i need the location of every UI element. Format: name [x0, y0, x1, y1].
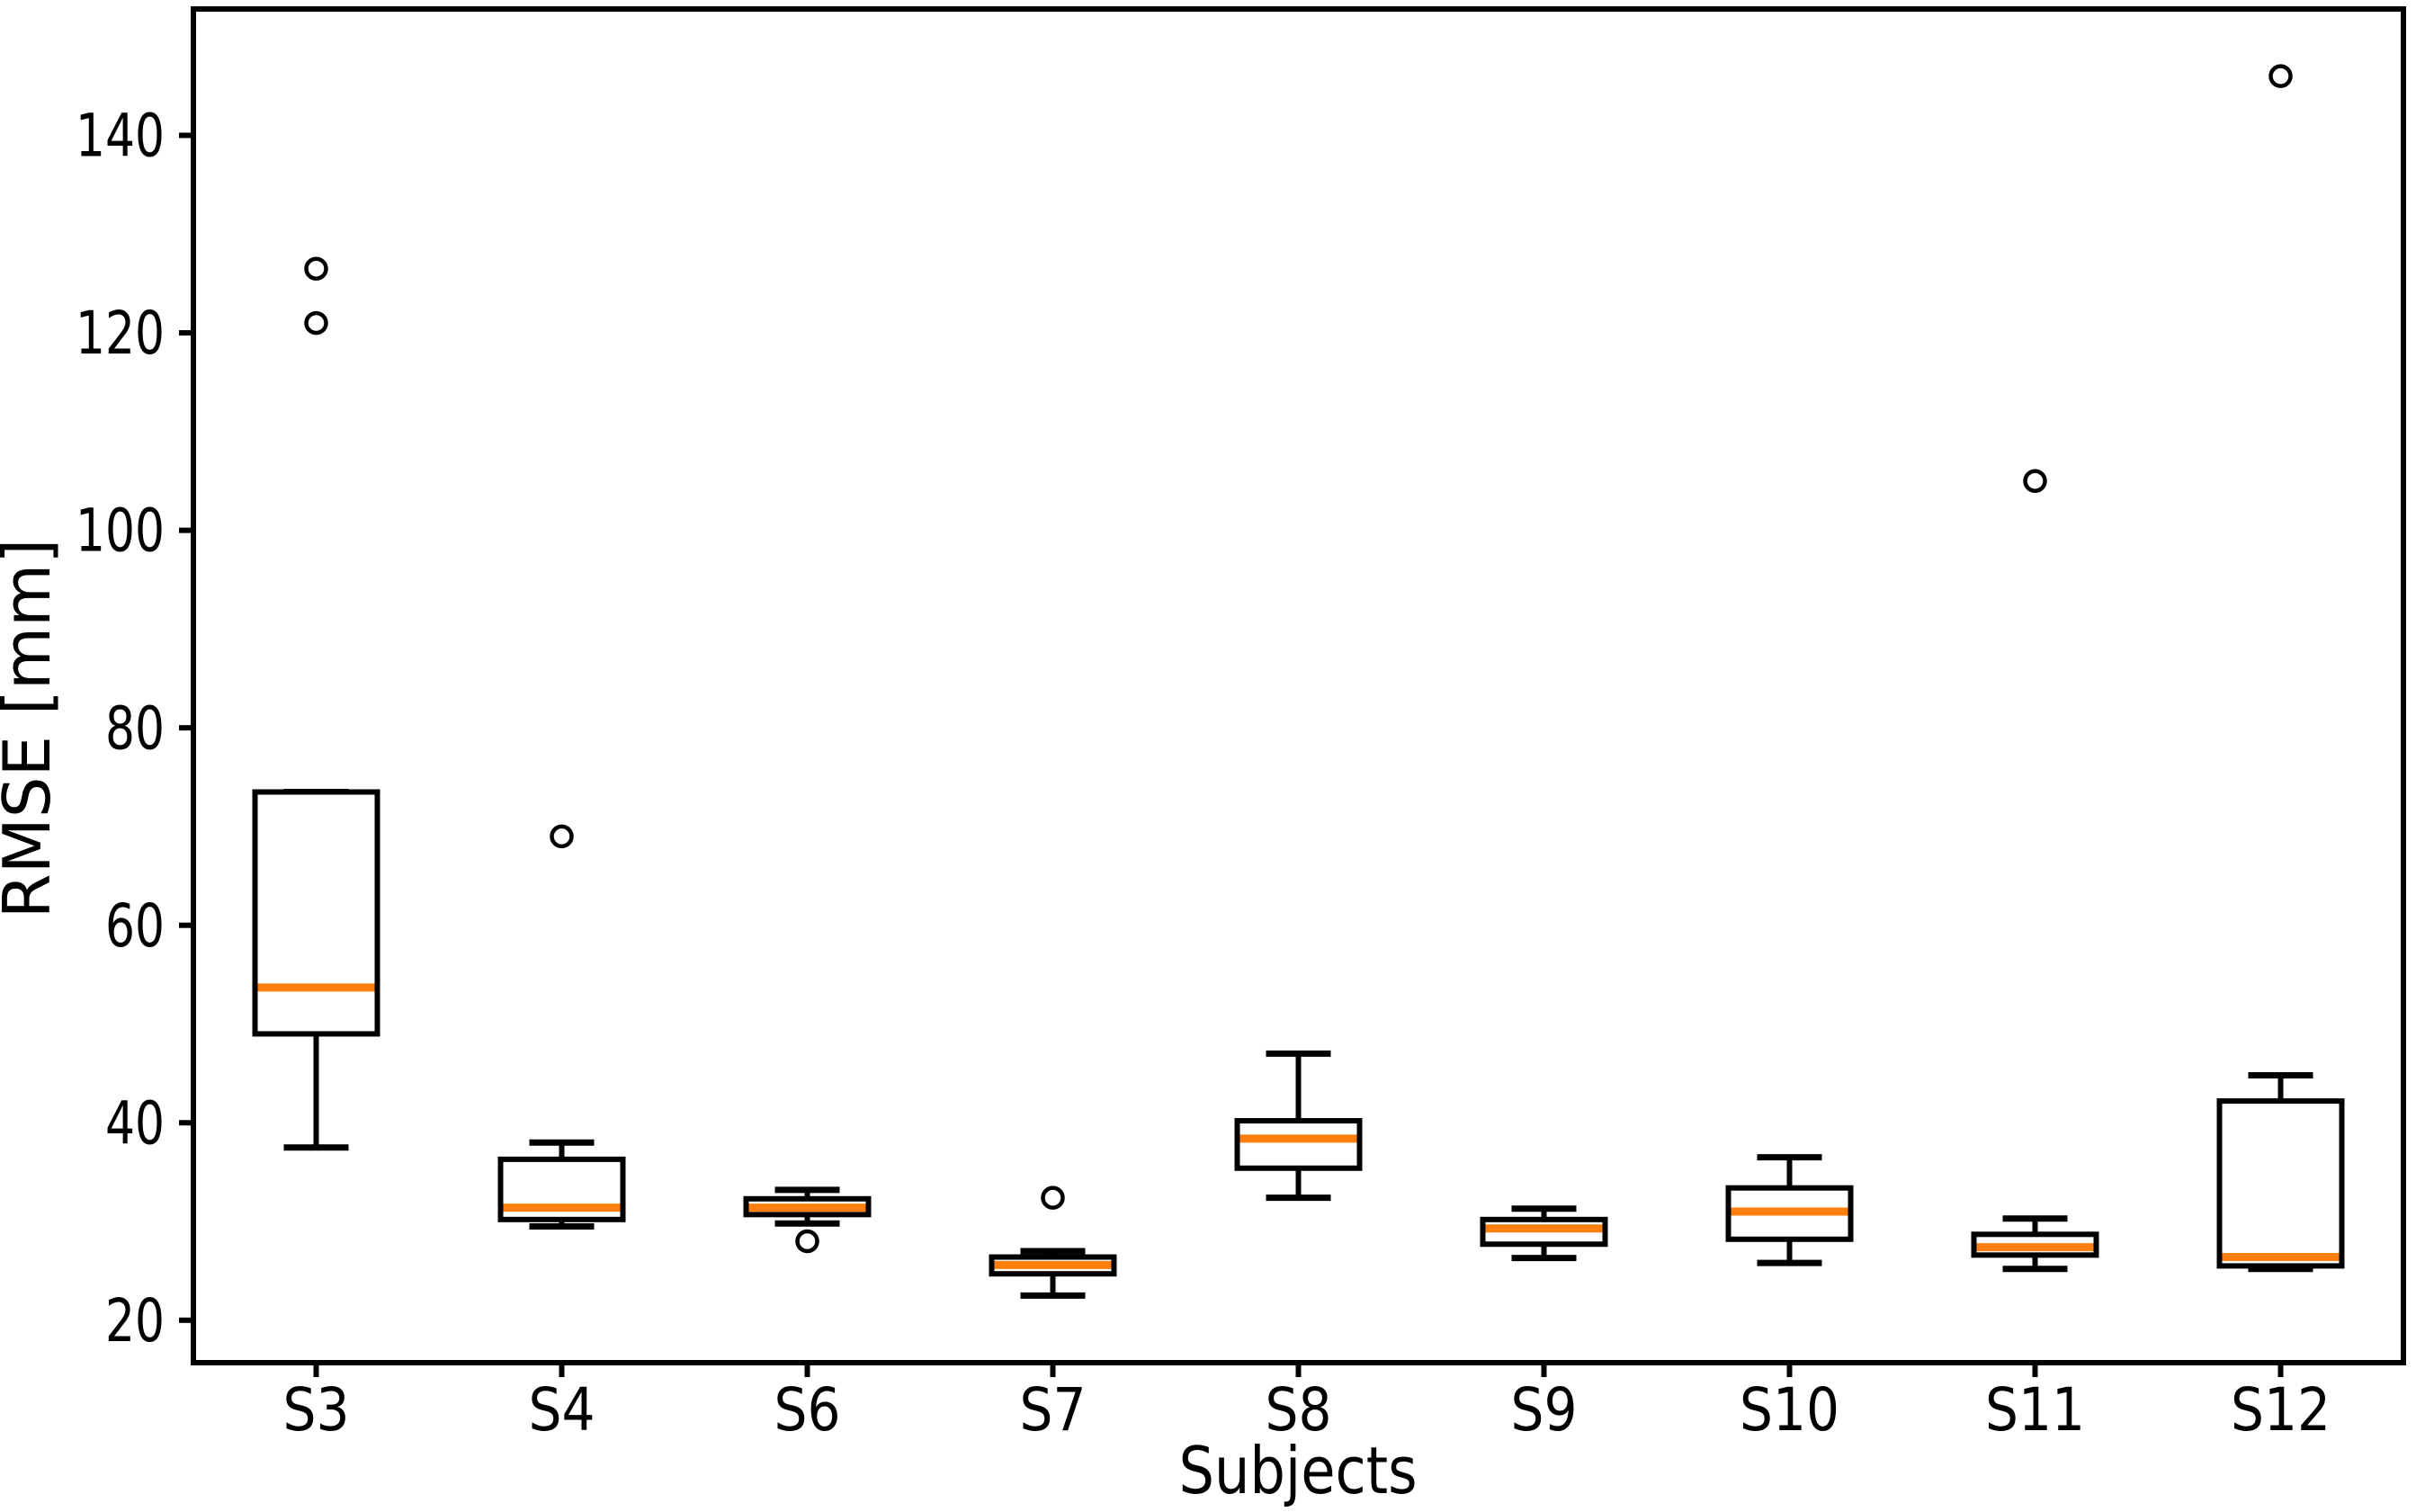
x-tick-label: S8 [1266, 1375, 1332, 1445]
x-tick-label: S9 [1511, 1375, 1578, 1445]
outlier-point-S6 [795, 1229, 819, 1254]
y-tick-label: 80 [105, 693, 165, 763]
outlier-point-S11 [2023, 469, 2047, 493]
y-tick-label: 120 [76, 299, 165, 368]
x-tick-label: S7 [1020, 1375, 1087, 1445]
outlier-point-S3 [304, 310, 328, 336]
iqr-box-S3 [252, 789, 380, 1037]
iqr-box-S8 [1234, 1118, 1363, 1171]
outlier-point-S3 [304, 256, 328, 281]
y-tick-label: 40 [105, 1088, 165, 1158]
x-tick-label: S12 [2231, 1375, 2331, 1445]
x-tick-label: S4 [529, 1375, 595, 1445]
x-tick-label: S3 [283, 1375, 350, 1445]
x-tick-label: S11 [1985, 1375, 2085, 1445]
outlier-point-S4 [550, 824, 574, 849]
x-axis-label: Subjects [1179, 1433, 1418, 1508]
outlier-point-S12 [2268, 64, 2293, 88]
y-tick-label: 60 [105, 891, 165, 961]
y-axis-label: RMSE [mm] [0, 539, 65, 919]
y-tick-label: 20 [105, 1286, 165, 1355]
outlier-point-S7 [1041, 1185, 1065, 1210]
y-tick-label: 100 [76, 497, 165, 566]
y-tick-label: 140 [76, 102, 165, 171]
iqr-box-S12 [2216, 1098, 2345, 1269]
plot-area: 20 40 60 80 100 120 140 S3 S4 S6 S7 S8 S9 S10 S11 S12 [76, 6, 2406, 1445]
x-tick-label: S6 [774, 1375, 841, 1445]
x-tick-label: S10 [1740, 1375, 1839, 1445]
